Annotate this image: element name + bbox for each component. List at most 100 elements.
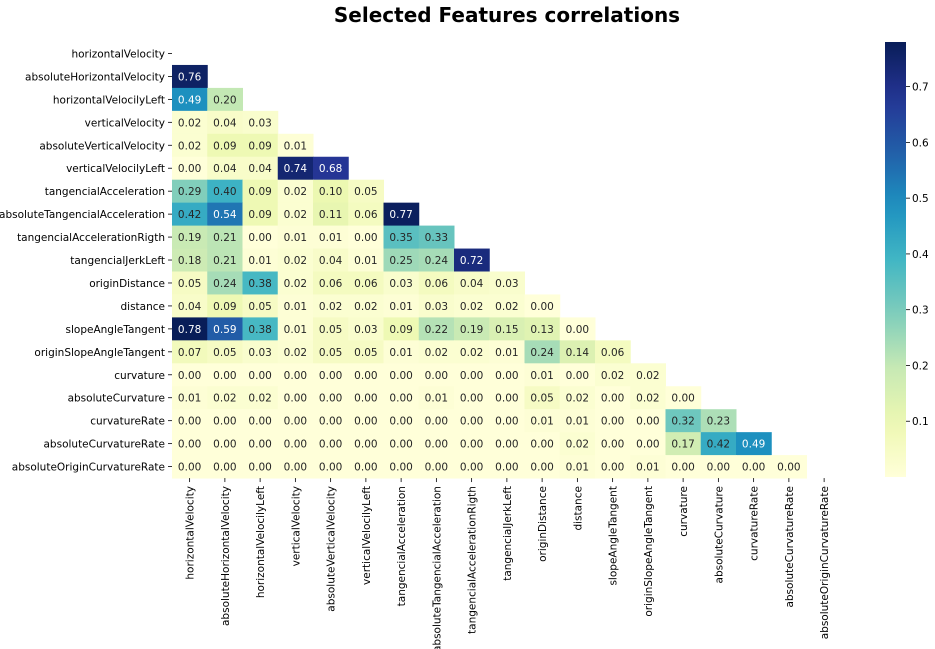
cell-value-label: 0.01 <box>389 301 412 313</box>
heatmap-cell <box>383 386 420 410</box>
heatmap-cell <box>277 409 314 433</box>
y-tick-label: absoluteCurvatureRate <box>44 439 166 451</box>
cell-value-label: 0.03 <box>248 347 271 359</box>
cell-value-label: 0.01 <box>566 416 589 428</box>
heatmap-cell <box>207 317 243 341</box>
cell-value-label: 0.00 <box>213 439 236 451</box>
cell-value-label: 0.00 <box>425 370 448 382</box>
heatmap-cell <box>383 363 420 387</box>
cell-value-label: 0.05 <box>354 186 377 198</box>
heatmap-cell <box>383 248 420 272</box>
y-tick-label: tangencialAcceleration <box>45 186 165 198</box>
y-tick-label: absoluteTangencialAcceleration <box>0 209 165 221</box>
heatmap-cell <box>313 179 349 204</box>
heatmap-cell <box>524 317 561 341</box>
heatmap-cell <box>489 409 525 433</box>
cell-value-label: 0.01 <box>284 301 307 313</box>
cell-value-label: 0.06 <box>601 347 625 359</box>
cell-value-label: 0.00 <box>601 393 624 405</box>
cell-value-label: 0.00 <box>248 232 271 244</box>
heatmap-cell <box>172 363 208 387</box>
heatmap-cell <box>559 363 596 387</box>
heatmap-cell <box>489 455 525 479</box>
heatmap-cell <box>277 386 314 410</box>
cell-value-label: 0.07 <box>178 347 201 359</box>
heatmap-cell <box>348 248 384 272</box>
cell-value-label: 0.00 <box>495 416 518 428</box>
heatmap-cell <box>595 340 631 364</box>
cell-value-label: 0.00 <box>389 462 412 474</box>
cell-value-label: 0.04 <box>178 301 202 313</box>
heatmap-cell <box>277 294 314 318</box>
cell-value-label: 0.00 <box>354 370 377 382</box>
heatmap-cell <box>172 271 208 295</box>
cell-value-label: 0.06 <box>354 209 378 221</box>
cell-value-label: 0.00 <box>636 439 659 451</box>
cell-value-label: 0.02 <box>178 117 201 129</box>
cell-value-label: 0.35 <box>389 232 412 244</box>
heatmap-cell <box>313 455 349 479</box>
heatmap-cell <box>277 202 314 227</box>
cell-value-label: 0.10 <box>319 186 342 198</box>
x-tick-label: horizontalVelocity <box>185 486 197 580</box>
heatmap-cell <box>700 432 737 456</box>
x-tick-label: absoluteHorizontalVelocity <box>220 486 232 626</box>
cell-value-label: 0.00 <box>601 439 624 451</box>
cell-value-label: 0.00 <box>777 462 800 474</box>
y-tick-label: originDistance <box>89 278 165 290</box>
cell-value-label: 0.18 <box>178 255 201 267</box>
cell-value-label: 0.00 <box>319 370 342 382</box>
cell-value-label: 0.29 <box>178 186 201 198</box>
x-tick-label: verticalVelocity <box>290 486 302 566</box>
cell-value-label: 0.00 <box>742 462 765 474</box>
heatmap-cell <box>524 340 561 364</box>
cell-value-label: 0.00 <box>178 439 201 451</box>
cell-value-label: 0.00 <box>284 393 307 405</box>
heatmap-cell <box>489 317 525 341</box>
heatmap-cell <box>383 455 420 479</box>
x-axis-tick-labels: horizontalVelocity absoluteHorizontalVelo… <box>185 478 831 649</box>
heatmap-cell <box>383 271 420 295</box>
cell-value-label: 0.06 <box>319 278 343 290</box>
cell-value-label: 0.13 <box>530 324 553 336</box>
heatmap-cell <box>207 87 243 112</box>
x-tick-label: tangencialAcceleration <box>396 486 408 606</box>
heatmap-cell <box>207 432 243 456</box>
heatmap-cell <box>242 156 279 181</box>
cell-value-label: 0.01 <box>354 255 377 267</box>
colorbar-tick-label: 0.7 <box>912 82 929 94</box>
cell-value-label: 0.00 <box>495 393 518 405</box>
cell-value-label: 0.03 <box>389 278 412 290</box>
heatmap-cell <box>348 340 384 364</box>
cell-value-label: 0.09 <box>389 324 412 336</box>
heatmap-cell <box>242 340 279 364</box>
heatmap-cell <box>242 386 279 410</box>
y-tick-label: absoluteHorizontalVelocity <box>25 71 165 83</box>
heatmap-cell <box>277 317 314 341</box>
heatmap-cell <box>383 317 420 341</box>
chart-title: Selected Features correlations <box>334 3 680 27</box>
heatmap-cell <box>383 225 420 250</box>
cell-value-label: 0.04 <box>460 278 484 290</box>
heatmap-cell <box>454 248 490 272</box>
heatmap-cell <box>524 409 561 433</box>
cell-value-label: 0.40 <box>213 186 236 198</box>
heatmap-cell <box>595 409 631 433</box>
cell-value-label: 0.21 <box>213 255 236 267</box>
cell-value-label: 0.00 <box>248 416 271 428</box>
cell-value-label: 0.76 <box>178 71 202 83</box>
heatmap-cells <box>172 64 807 479</box>
x-tick-label: curvature <box>678 486 690 537</box>
cell-value-label: 0.59 <box>213 324 236 336</box>
cell-value-label: 0.09 <box>248 140 271 152</box>
heatmap-cell <box>277 432 314 456</box>
heatmap-cell <box>207 363 243 387</box>
heatmap-cell <box>454 340 490 364</box>
heatmap-cell <box>454 432 490 456</box>
cell-value-label: 0.24 <box>213 278 237 290</box>
heatmap-cell <box>348 179 384 204</box>
y-tick-label: originSlopeAngleTangent <box>34 347 165 359</box>
heatmap-cell <box>348 317 384 341</box>
heatmap-cell <box>242 317 279 341</box>
cell-value-label: 0.03 <box>425 301 448 313</box>
